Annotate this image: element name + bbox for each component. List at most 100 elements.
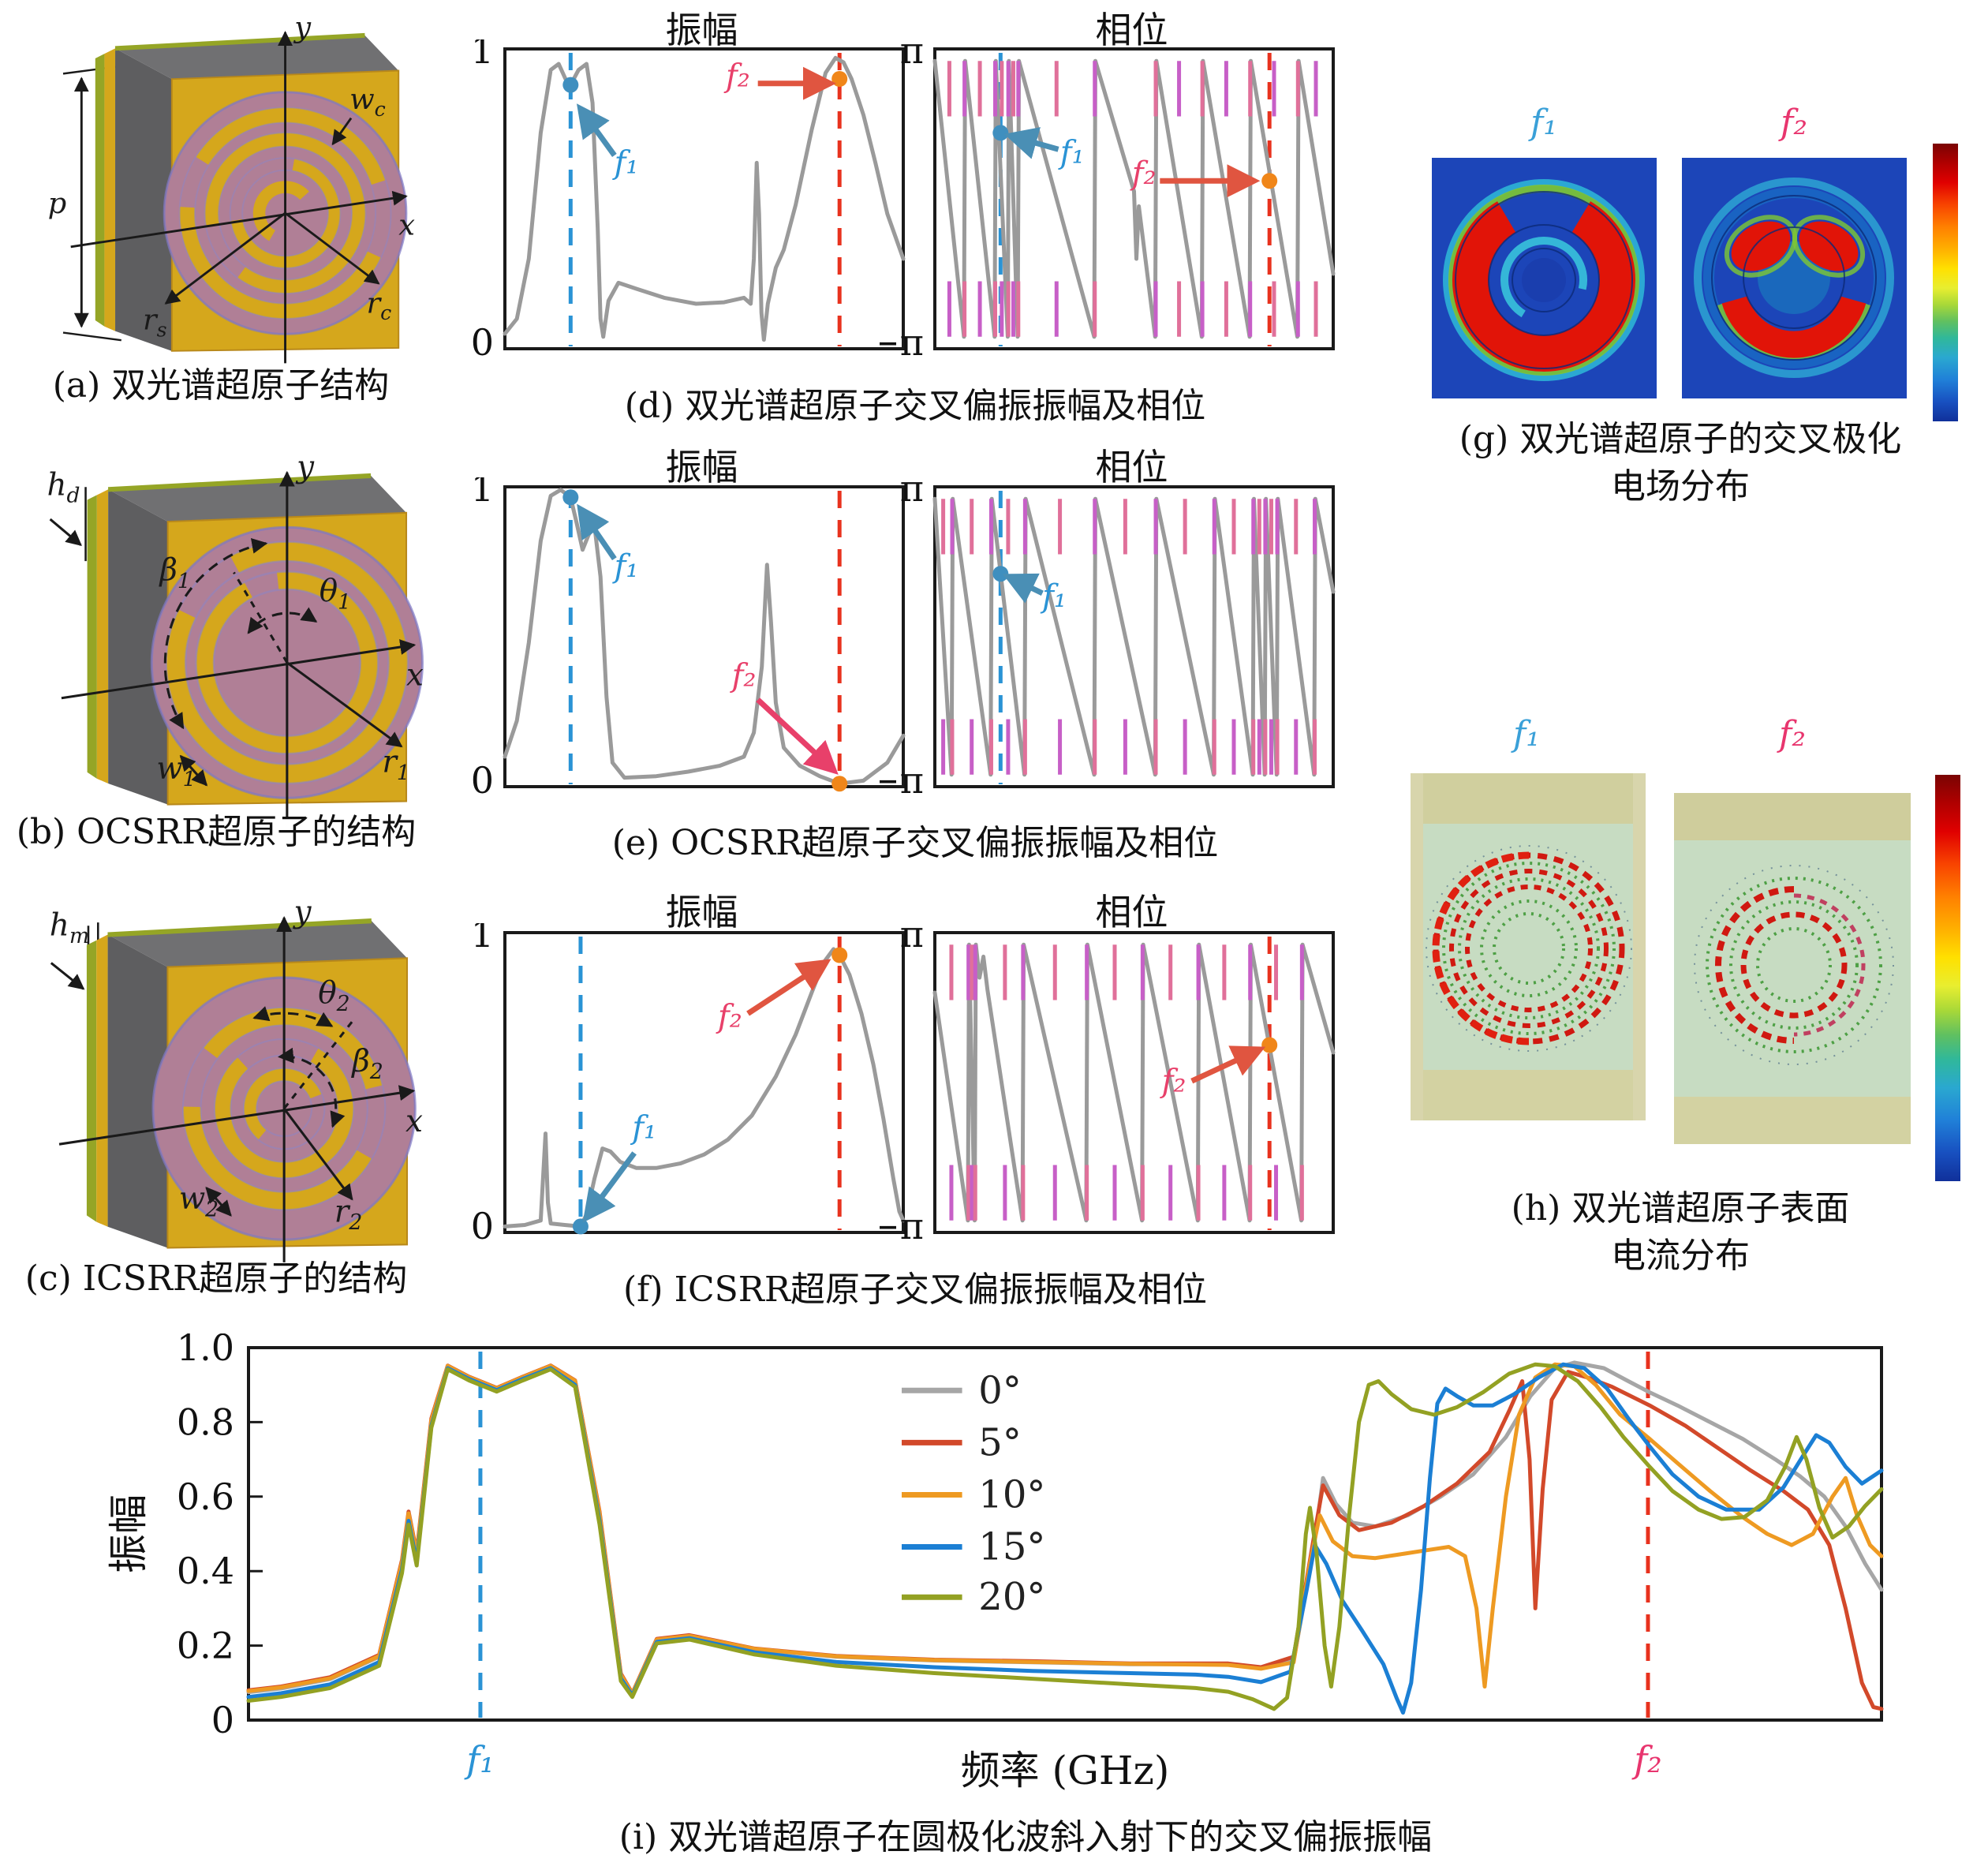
title-amplitude-d: 振幅 <box>665 9 738 51</box>
y-min-label: 0 <box>471 321 494 363</box>
label-hm: hm <box>50 908 89 948</box>
annotation-arrow <box>756 697 839 775</box>
y-axis-title: 振幅 <box>106 1494 151 1573</box>
caption-g-line2: 电场分布 <box>1611 466 1750 507</box>
caption-d: (d) 双光谱超原子交叉偏振振幅及相位 <box>624 386 1206 426</box>
y-tick-label: 0.4 <box>177 1550 234 1592</box>
chart-i-oblique-incidence: f₁ f₂ 0 0.2 0.4 0.6 0.8 1.0 频率 (GHz) 振幅 0° 5° 10° 15°… <box>106 1333 1884 1793</box>
structure-a-drawing: p y x <box>48 10 415 364</box>
vline-label: f₁ <box>464 1738 494 1781</box>
y-max-label: 1 <box>471 477 494 510</box>
g-f1-label: f₁ <box>1530 103 1557 143</box>
chart-f-phase: f₂ π −π <box>880 923 1336 1247</box>
label-w2: w2 <box>179 1181 219 1221</box>
h-current-map-f2 <box>1674 793 1911 1144</box>
title-phase-f: 相位 <box>1095 891 1168 933</box>
annotation-arrow <box>577 103 617 157</box>
caption-h-line2: 电流分布 <box>1611 1236 1750 1276</box>
axes-b <box>61 470 417 817</box>
series-交叉偏振相位 <box>932 496 1336 777</box>
annotation-label: f₂ <box>1130 155 1157 192</box>
series-交叉偏振相位 <box>932 58 1336 339</box>
label-rc: rc <box>366 286 391 324</box>
annotation-label: f₁ <box>612 548 639 585</box>
marker <box>1261 173 1278 189</box>
y-max-label: π <box>900 923 924 956</box>
annotation-label: f₂ <box>1160 1063 1186 1099</box>
axis-x-label: x <box>406 657 424 693</box>
y-min-label: −π <box>880 1205 924 1247</box>
marker <box>831 776 848 792</box>
annotation-label: f₁ <box>612 145 639 181</box>
annotation-arrow <box>1002 573 1044 604</box>
dimension-hd: hd <box>47 467 87 562</box>
annotation-label: f₁ <box>1058 134 1085 170</box>
chart-d-amplitude: f₁ f₂ 1 0 <box>471 39 906 363</box>
g-field-map-f1 <box>1432 158 1657 398</box>
annotation-arrow <box>1190 1045 1266 1084</box>
title-phase-e: 相位 <box>1095 446 1168 488</box>
y-max-label: π <box>900 477 924 510</box>
caption-h-line1: (h) 双光谱超原子表面 <box>1511 1188 1850 1229</box>
annotation-arrow <box>582 1151 637 1223</box>
marker <box>831 71 848 87</box>
annotation-label: f₁ <box>1040 578 1067 615</box>
legend-label-20°: 20° <box>978 1575 1045 1619</box>
g-colorbar <box>1933 144 1958 421</box>
caption-i: (i) 双光谱超原子在圆极化波斜入射下的交叉偏振振幅 <box>618 1817 1433 1855</box>
plot-box <box>503 485 905 788</box>
caption-e: (e) OCSRR超原子交叉偏振振幅及相位 <box>611 823 1219 863</box>
annotation-arrow <box>1003 127 1059 159</box>
y-tick-label: 0.8 <box>177 1401 234 1443</box>
label-r1: r1 <box>382 745 409 785</box>
y-min-label: 0 <box>471 1205 494 1247</box>
structure-c-drawing: hm <box>50 895 423 1262</box>
title-amplitude-f: 振幅 <box>665 891 738 933</box>
legend-label-10°: 10° <box>978 1472 1045 1517</box>
label-rs: rs <box>143 303 167 342</box>
caption-c: (c) ICSRR超原子的结构 <box>24 1258 408 1299</box>
label-hd: hd <box>47 467 80 507</box>
y-tick-label: 0.6 <box>177 1475 234 1518</box>
y-tick-label: 1.0 <box>177 1333 234 1369</box>
dimension-p: p <box>48 65 121 342</box>
marker <box>831 947 848 963</box>
legend-label-5°: 5° <box>978 1420 1022 1464</box>
plot-box <box>503 931 905 1234</box>
h-f2-label: f₂ <box>1779 714 1806 754</box>
marker <box>1261 1037 1278 1053</box>
axis-y-label: y <box>292 895 312 930</box>
axis-x-label: x <box>405 1104 423 1139</box>
radius-arrows-a <box>164 117 380 305</box>
vline-label: f₂ <box>1631 1738 1661 1781</box>
angle-arcs-c <box>252 1006 355 1128</box>
chart-e-phase: f₁ π −π <box>880 477 1336 801</box>
axis-y-label: y <box>293 10 312 44</box>
y-tick-label: 0 <box>211 1699 234 1741</box>
label-beta1: β1 <box>159 553 191 593</box>
y-min-label: 0 <box>471 759 494 801</box>
y-max-label: 1 <box>471 923 494 956</box>
title-amplitude-e: 振幅 <box>665 446 738 488</box>
annotation-label: f₂ <box>716 999 742 1035</box>
h-colorbar <box>1935 775 1960 1181</box>
axis-x-label: x <box>398 208 415 241</box>
series-20° <box>246 1362 1884 1711</box>
label-theta1: θ1 <box>320 574 351 614</box>
y-max-label: 1 <box>471 39 494 72</box>
caption-b: (b) OCSRR超原子的结构 <box>16 812 417 852</box>
y-min-label: −π <box>880 759 924 801</box>
title-phase-d: 相位 <box>1095 9 1168 51</box>
h-f1-label: f₁ <box>1513 714 1540 754</box>
structure-b-drawing: hd <box>47 450 424 817</box>
g-field-map-f2 <box>1682 158 1907 398</box>
y-tick-label: 0.2 <box>177 1625 234 1667</box>
y-max-label: π <box>900 39 924 72</box>
annotation-arrow <box>577 503 617 561</box>
label-p: p <box>48 186 67 220</box>
legend-label-15°: 15° <box>978 1525 1045 1569</box>
annotation-arrow <box>746 959 831 1016</box>
series-交叉偏振相位 <box>932 942 1336 1223</box>
angle-arcs-b <box>163 538 318 730</box>
